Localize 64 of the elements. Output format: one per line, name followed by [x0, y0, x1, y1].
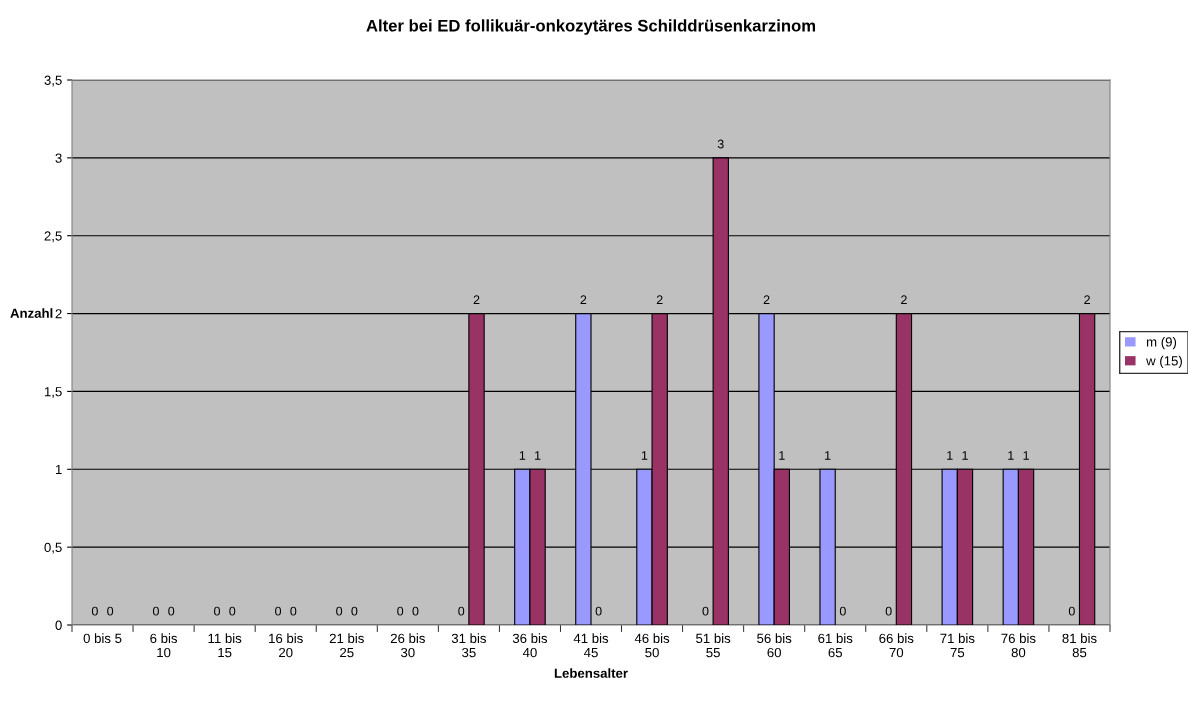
x-tick-label: 26 bis 30 — [390, 633, 425, 658]
data-label: 0 — [702, 606, 709, 616]
data-label: 2 — [901, 295, 907, 305]
data-label: 0 — [290, 606, 297, 616]
x-tick-label: 0 bis 5 — [83, 633, 122, 644]
data-label: 0 — [107, 606, 114, 616]
legend-label: w (15) — [1146, 355, 1182, 369]
y-tick-label: 3 — [55, 153, 62, 163]
data-label: 1 — [1008, 451, 1014, 460]
y-tick-label: 1,5 — [44, 387, 62, 398]
x-tick-label: 11 bis 15 — [208, 633, 242, 658]
y-tick-label: 1 — [55, 464, 62, 475]
data-label: 0 — [397, 606, 404, 616]
chart-title: Alter bei ED follikuär-onkozytäres Schilddrüsenkarzinom — [366, 19, 816, 35]
data-label: 1 — [535, 451, 541, 460]
data-label: 0 — [229, 606, 236, 616]
x-tick-label: 66 bis 70 — [879, 633, 914, 658]
data-label: 1 — [519, 451, 526, 460]
data-label: 0 — [275, 606, 282, 616]
legend-label: m (9) — [1146, 336, 1177, 350]
data-label: 0 — [595, 606, 602, 616]
data-label: 1 — [947, 451, 953, 460]
y-tick-label: 0 — [55, 620, 62, 630]
data-label: 0 — [168, 606, 175, 616]
data-label: 1 — [825, 451, 831, 460]
data-label: 0 — [885, 606, 892, 616]
data-label: 0 — [91, 606, 98, 616]
x-tick-label: 21 bis 25 — [329, 633, 364, 658]
data-label: 0 — [351, 606, 358, 616]
x-axis-title: Lebensalter — [554, 668, 628, 678]
y-tick-label: 2,5 — [44, 231, 62, 243]
data-label: 1 — [641, 451, 648, 460]
data-label: 2 — [763, 295, 770, 305]
data-label: 0 — [458, 606, 465, 616]
data-label: 0 — [839, 606, 846, 616]
data-label: 3 — [717, 139, 724, 149]
x-tick-label: 71 bis 75 — [940, 633, 975, 658]
x-tick-label: 16 bis 20 — [269, 633, 303, 658]
data-label: 0 — [412, 606, 419, 616]
data-label: 0 — [336, 606, 343, 616]
data-label: 2 — [580, 295, 587, 305]
data-label: 2 — [656, 295, 663, 305]
x-tick-label: 6 bis 10 — [150, 633, 178, 658]
data-label: 1 — [1023, 451, 1029, 460]
x-tick-label: 51 bis 55 — [696, 633, 731, 658]
x-tick-label: 56 bis 60 — [757, 633, 792, 658]
data-label: 2 — [473, 295, 480, 305]
x-tick-label: 31 bis 35 — [451, 633, 487, 658]
data-label: 0 — [214, 606, 220, 616]
x-tick-label: 61 bis 65 — [818, 633, 853, 658]
x-tick-label: 46 bis 50 — [634, 633, 670, 658]
data-label: 2 — [1084, 295, 1090, 305]
x-tick-label: 41 bis 45 — [573, 633, 609, 658]
data-label: 1 — [779, 451, 785, 460]
x-tick-label: 76 bis 80 — [1001, 633, 1036, 658]
y-tick-label: 0,5 — [44, 542, 62, 554]
data-label: 1 — [962, 451, 968, 460]
data-label: 0 — [1068, 606, 1075, 616]
y-axis-title: Anzahl — [10, 308, 53, 318]
data-label: 0 — [152, 606, 159, 616]
x-tick-label: 36 bis 40 — [512, 633, 548, 658]
y-tick-label: 2 — [55, 309, 62, 319]
x-tick-label: 81 bis 85 — [1062, 633, 1097, 658]
y-tick-label: 3,5 — [44, 75, 62, 87]
